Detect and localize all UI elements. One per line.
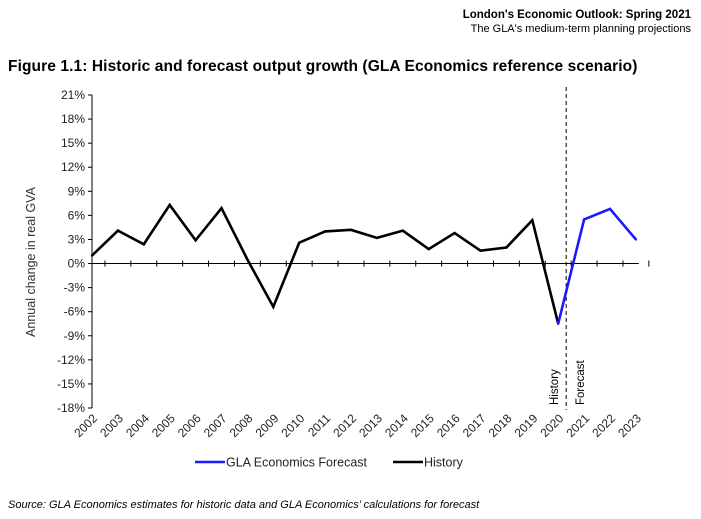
data-point [531, 219, 534, 222]
y-tick-label: 15% [61, 136, 85, 150]
y-tick-label: -3% [64, 281, 86, 295]
data-point [608, 207, 612, 211]
report-title: London's Economic Outlook: Spring 2021 [462, 9, 691, 21]
data-point [505, 246, 508, 249]
legend: GLA Economics Forecast History [195, 456, 464, 470]
x-tick-label: 2016 [434, 411, 463, 440]
x-tick-label: 2015 [408, 411, 437, 440]
data-point [298, 241, 301, 244]
x-tick-label: 2006 [175, 411, 204, 440]
x-tick-label: 2002 [71, 411, 100, 440]
y-tick-label: -12% [57, 353, 85, 367]
source-note: Source: GLA Economics estimates for hist… [8, 499, 480, 511]
data-point [142, 243, 145, 246]
data-point [375, 236, 379, 240]
x-axis: 2002200320042005200620072008200920102011… [71, 260, 650, 440]
x-tick-label: 2007 [201, 411, 230, 440]
x-tick-label: 2023 [615, 411, 644, 440]
data-point [401, 229, 404, 232]
data-point [479, 249, 482, 252]
y-tick-label: 12% [61, 160, 85, 174]
x-tick-label: 2021 [563, 411, 592, 440]
data-point [116, 229, 120, 232]
data-point [427, 247, 430, 251]
y-tick-label: 3% [68, 232, 86, 246]
data-point [582, 218, 586, 221]
y-tick-label: 21% [61, 88, 85, 102]
data-point [453, 231, 456, 235]
x-tick-label: 2010 [279, 411, 308, 440]
data-point [634, 238, 638, 241]
forecast-divider: History Forecast [549, 87, 587, 410]
data-point [194, 239, 197, 242]
y-tick-label: 9% [68, 184, 86, 198]
y-tick-label: -9% [64, 329, 86, 343]
x-tick-label: 2014 [382, 411, 411, 440]
report-subtitle: The GLA's medium-term planning projectio… [470, 23, 691, 35]
y-tick-label: 6% [68, 208, 86, 222]
data-point [220, 206, 223, 210]
series-line-history [91, 202, 560, 325]
x-tick-label: 2004 [123, 411, 152, 440]
data-point [349, 228, 353, 232]
y-tick-label: -15% [57, 377, 85, 391]
data-point [246, 258, 249, 261]
y-tick-label: 18% [61, 112, 85, 126]
x-tick-label: 2017 [460, 411, 489, 440]
x-tick-label: 2003 [97, 411, 126, 440]
x-tick-label: 2011 [305, 411, 333, 439]
series-line-gla-economics-forecast [556, 207, 637, 325]
data-point [168, 203, 171, 207]
legend-label: GLA Economics Forecast [226, 456, 368, 470]
y-tick-label: 0% [68, 257, 86, 271]
annotation-history: History [549, 369, 561, 405]
series-lines [90, 202, 638, 325]
figure-title: Figure 1.1: Historic and forecast output… [8, 58, 638, 75]
x-tick-label: 2013 [356, 411, 385, 440]
x-tick-label: 2018 [486, 411, 515, 440]
x-tick-label: 2009 [253, 411, 282, 440]
y-axis-title: Annual change in real GVA [24, 186, 38, 337]
data-point [272, 305, 275, 309]
y-tick-label: -18% [57, 401, 85, 415]
data-point [323, 230, 327, 233]
x-tick-label: 2022 [589, 411, 618, 440]
x-tick-label: 2019 [512, 411, 541, 440]
legend-label: History [424, 456, 464, 470]
x-tick-label: 2005 [149, 411, 178, 440]
y-tick-label: -6% [64, 305, 86, 319]
data-point [557, 322, 560, 325]
y-axis: 21% 18% 15% 12% 9% 6% 3% 0% -3% -6% -9% -12% -15% -18… [57, 88, 93, 415]
x-tick-label: 2008 [227, 411, 256, 440]
annotation-forecast: Forecast [575, 359, 587, 405]
x-tick-label: 2020 [538, 411, 567, 440]
x-tick-label: 2012 [330, 411, 359, 440]
data-point [90, 254, 94, 257]
